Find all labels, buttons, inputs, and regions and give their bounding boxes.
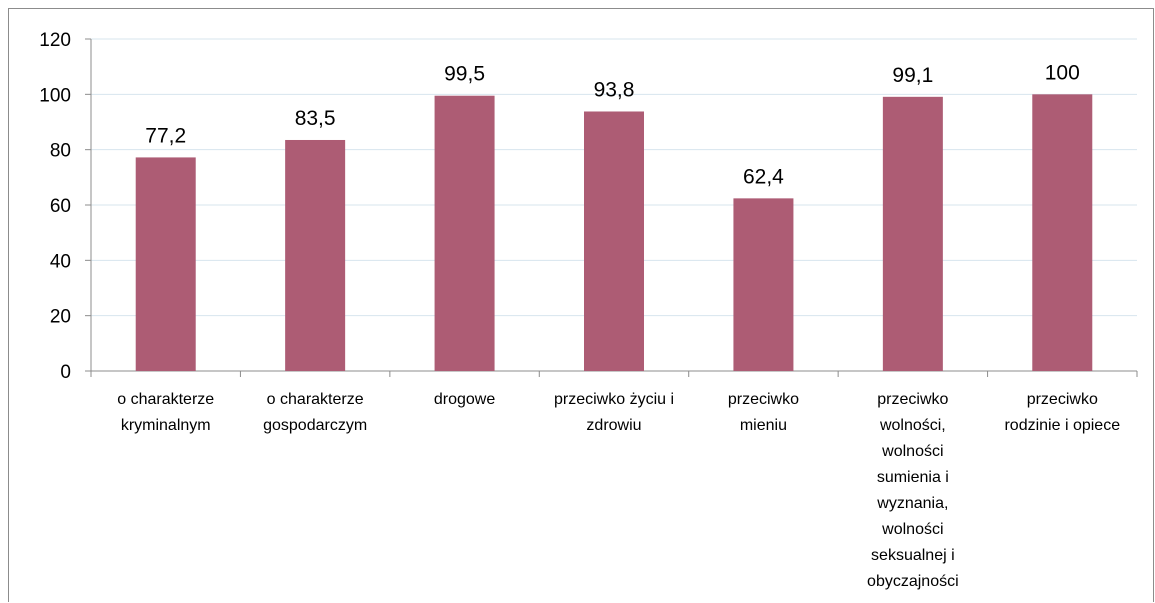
x-category-label-line: kryminalnym <box>121 417 211 434</box>
y-tick-label: 60 <box>50 196 71 217</box>
y-tick-label: 120 <box>39 30 71 51</box>
x-category-label-line: seksualnej i <box>871 547 955 564</box>
x-category-label-line: przeciwko <box>877 391 948 408</box>
x-category-label-line: gospodarczym <box>263 417 367 434</box>
bar <box>733 198 794 371</box>
data-label: 99,5 <box>444 63 485 86</box>
x-category-label-line: o charakterze <box>267 391 364 408</box>
x-category-label: o charakterze kryminalnym <box>117 391 214 434</box>
x-category-label: przeciwko mieniu <box>728 391 799 434</box>
x-category-label-line: obyczajności <box>867 573 959 590</box>
data-label: 99,1 <box>892 64 933 87</box>
data-label: 77,2 <box>145 124 186 147</box>
bar <box>135 157 196 371</box>
y-tick-label: 0 <box>60 362 71 383</box>
bar <box>434 95 495 371</box>
bar <box>1032 94 1093 371</box>
x-category-label-line: wolności, <box>879 417 946 434</box>
data-label: 62,4 <box>743 165 784 188</box>
data-label: 93,8 <box>594 78 635 101</box>
bars <box>135 94 1093 371</box>
data-label: 83,5 <box>295 107 336 130</box>
y-tick-label: 40 <box>50 251 71 272</box>
y-axis-ticks: 0 20 40 60 80 100 120 <box>39 30 91 383</box>
x-category-label: drogowe <box>434 391 495 408</box>
y-tick-label: 100 <box>39 85 71 106</box>
x-category-label-line: sumienia i <box>877 469 949 486</box>
x-category-label-line: wyznania, <box>876 495 948 512</box>
x-category-label: przeciwko wolności, wolności sumienia i wyzn… <box>867 391 959 590</box>
chart-frame <box>8 8 1154 602</box>
x-category-label-line: wolności <box>881 443 943 460</box>
x-category-label-line: przeciwko <box>1027 391 1098 408</box>
y-tick-label: 80 <box>50 141 71 162</box>
x-category-label: o charakterze gospodarczym <box>263 391 367 434</box>
x-category-label-line: o charakterze <box>117 391 214 408</box>
x-category-label-line: przeciwko życiu i <box>554 391 674 408</box>
bar <box>584 111 644 371</box>
x-category-label: przeciwko życiu i zdrowiu <box>554 391 674 434</box>
data-label: 100 <box>1045 61 1080 84</box>
bar <box>285 139 346 371</box>
y-tick-label: 20 <box>50 307 71 328</box>
x-axis-categories: o charakterze kryminalnym o charakterze gos… <box>90 371 1138 590</box>
bar <box>882 96 943 371</box>
x-category-label-line: wolności <box>881 521 943 538</box>
x-category-label: przeciwko rodzinie i opiece <box>1004 391 1120 434</box>
x-category-label-line: mieniu <box>740 417 787 434</box>
x-category-label-line: rodzinie i opiece <box>1004 417 1120 434</box>
x-category-label-line: drogowe <box>434 391 495 408</box>
x-category-label-line: zdrowiu <box>586 417 641 434</box>
x-category-label-line: przeciwko <box>728 391 799 408</box>
data-labels: 77,2 83,5 99,5 93,8 62,4 99,1 100 <box>145 61 1080 188</box>
